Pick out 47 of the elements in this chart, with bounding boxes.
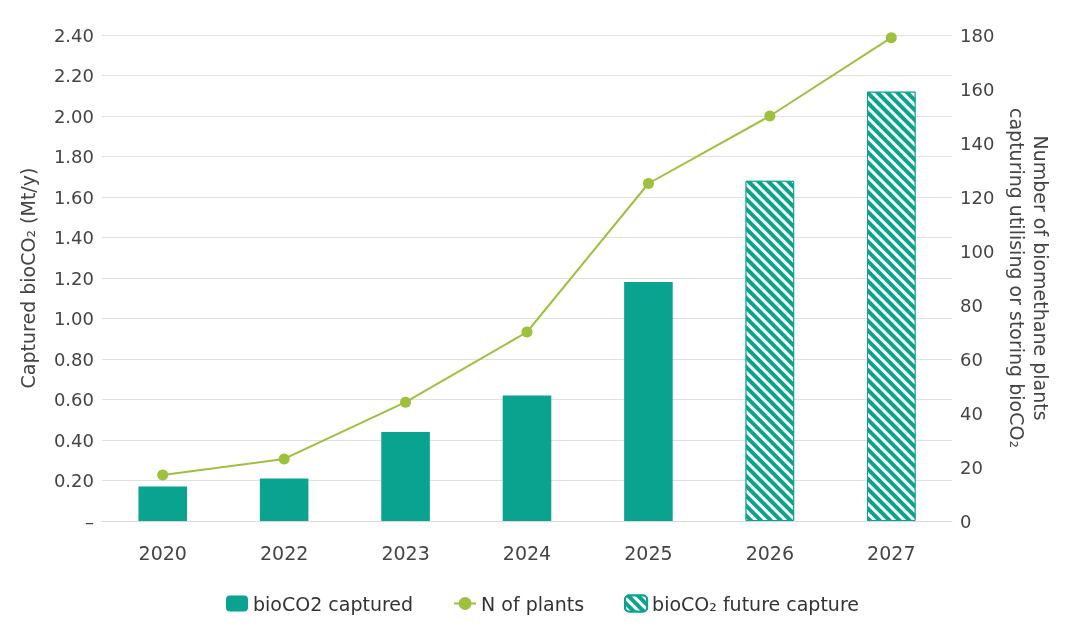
y-tick-label: 1.40 [53, 227, 94, 248]
y-tick-label: 1.60 [53, 186, 94, 208]
x-tick-label: 2024 [502, 541, 552, 564]
y-tick-label: 2.40 [53, 24, 94, 46]
point [400, 396, 412, 408]
point [642, 178, 654, 189]
y2-axis-title: Number of biomethane plants capturing utilising or storing bioCO₂ [1006, 107, 1053, 449]
x-tick-label: 2025 [624, 541, 673, 564]
y2-tick-label: 20 [960, 456, 983, 478]
y-tick-label: 1.80 [53, 146, 94, 167]
legend-label: bioCO2 captured [253, 592, 414, 615]
x-tick-label: 2027 [867, 541, 916, 564]
y-tick-label: 2.00 [53, 105, 94, 127]
bar [259, 478, 309, 521]
x-tick-label: 2023 [381, 541, 430, 564]
bar [502, 395, 552, 521]
legend-label: N of plants [481, 592, 585, 615]
x-tick-label: 2022 [259, 541, 309, 564]
y-tick-label: 0.40 [53, 429, 94, 451]
bar [624, 282, 673, 521]
point [885, 32, 897, 44]
y2-tick-label: 40 [960, 402, 983, 424]
y-tick-label: 0.80 [53, 348, 94, 370]
point [521, 326, 533, 338]
y-tick-label: – [85, 510, 94, 532]
y-tick-label: 2.20 [53, 65, 94, 86]
y-axis-title: Captured bioCO₂ (Mt/y) [17, 167, 39, 389]
y2-tick-label: 0 [960, 510, 972, 532]
y2-tick-label: 140 [960, 132, 995, 154]
y-tick-label: 0.60 [53, 389, 94, 410]
x-tick-label: 2026 [745, 541, 795, 564]
y2-tick-label: 100 [960, 240, 995, 262]
y2-tick-label: 60 [960, 348, 983, 370]
y-tick-label: 1.00 [53, 308, 94, 329]
point [764, 110, 776, 122]
bar [138, 486, 187, 521]
y2-tick-label: 80 [960, 294, 983, 316]
legend-label: bioCO₂ future capture [652, 592, 859, 615]
point [157, 469, 169, 481]
y-tick-label: 1.20 [53, 267, 94, 289]
bar [381, 431, 430, 521]
y2-tick-label: 180 [960, 24, 995, 46]
y-tick-label: 0.20 [53, 470, 94, 491]
y2-tick-label: 160 [960, 78, 995, 100]
x-tick-label: 2020 [138, 541, 187, 564]
y2-tick-label: 120 [960, 186, 995, 208]
point [278, 453, 290, 465]
